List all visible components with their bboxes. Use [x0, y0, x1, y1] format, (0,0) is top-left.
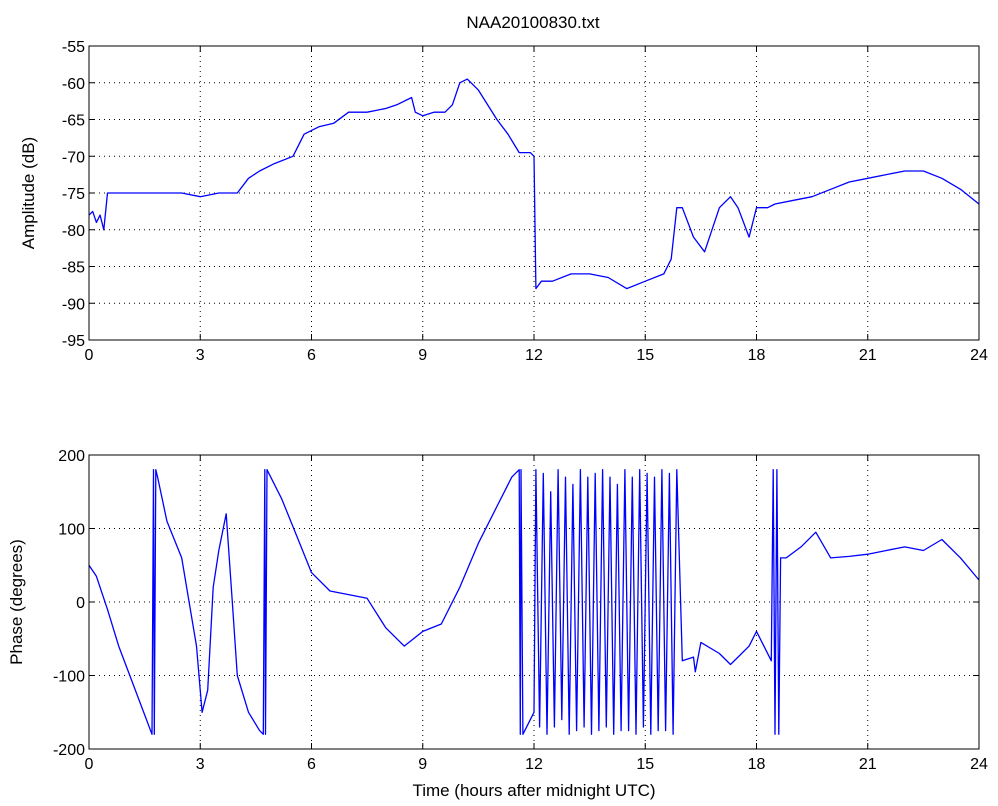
amplitude-x-tick-label: 21: [859, 347, 877, 364]
amplitude-x-tick-label: 3: [196, 347, 205, 364]
phase-y-tick-label: -100: [53, 669, 85, 686]
phase-y-tick-label: 200: [58, 448, 85, 465]
amplitude-panel: 0 3 6 9 12 15 18 21 24 -55 -60 -65 -70 -75 -80 -85 -90 -9…: [19, 39, 988, 364]
phase-y-axis-title: Phase (degrees): [7, 539, 26, 665]
amplitude-y-tick-label: -60: [62, 76, 85, 93]
phase-panel: 0 3 6 9 12 15 18 21 24 200 100 0 -100 -200 Phase (degr…: [7, 448, 988, 800]
amplitude-x-tick-label: 12: [525, 347, 543, 364]
phase-y-tick-label: 0: [76, 595, 85, 612]
figure-title: NAA20100830.txt: [466, 13, 600, 32]
amplitude-y-tick-label: -75: [62, 186, 85, 203]
amplitude-x-tick-label: 6: [307, 347, 316, 364]
phase-x-tick-label: 21: [859, 756, 877, 773]
phase-x-tick-label: 24: [970, 756, 988, 773]
amplitude-y-tick-label: -95: [62, 333, 85, 350]
phase-y-tick-label: -200: [53, 742, 85, 759]
phase-y-tick-label: 100: [58, 522, 85, 539]
phase-x-tick-label: 9: [418, 756, 427, 773]
amplitude-y-tick-label: -85: [62, 260, 85, 277]
amplitude-y-axis-title: Amplitude (dB): [19, 137, 38, 249]
amplitude-x-tick-label: 18: [748, 347, 766, 364]
phase-x-tick-label: 15: [636, 756, 654, 773]
phase-x-tick-label: 3: [196, 756, 205, 773]
phase-x-tick-label: 0: [85, 756, 94, 773]
amplitude-y-tick-label: -70: [62, 149, 85, 166]
amplitude-series-line: [88, 78, 980, 290]
amplitude-x-tick-label: 15: [636, 347, 654, 364]
phase-series-line: [88, 469, 980, 735]
amplitude-y-tick-label: -90: [62, 296, 85, 313]
amplitude-x-tick-label: 9: [418, 347, 427, 364]
phase-x-tick-label: 12: [525, 756, 543, 773]
amplitude-y-tick-label: -65: [62, 113, 85, 130]
amplitude-x-tick-label: 0: [85, 347, 94, 364]
phase-x-tick-label: 6: [307, 756, 316, 773]
phase-x-axis-title: Time (hours after midnight UTC): [412, 781, 655, 800]
amplitude-y-tick-label: -55: [62, 39, 85, 56]
phase-x-tick-label: 18: [748, 756, 766, 773]
amplitude-y-tick-label: -80: [62, 223, 85, 240]
amplitude-x-tick-label: 24: [970, 347, 988, 364]
